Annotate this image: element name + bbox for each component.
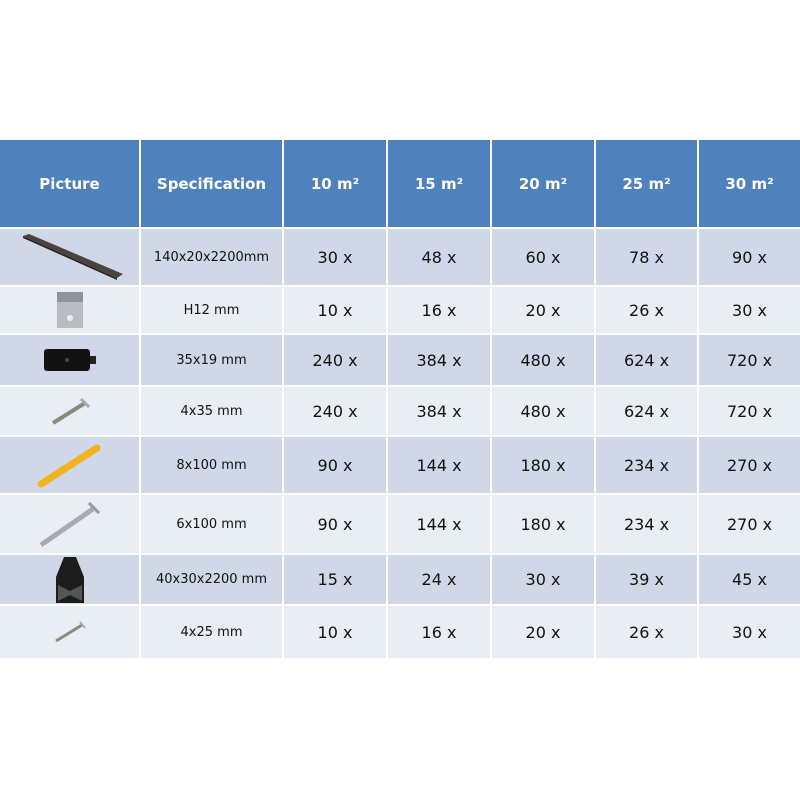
specification-cell: 140x20x2200mm (141, 229, 282, 285)
quantity-cell: 48 x (388, 229, 490, 285)
quantity-cell: 20 x (492, 606, 594, 658)
specification-cell: 35x19 mm (141, 335, 282, 385)
quantity-cell: 624 x (596, 335, 697, 385)
quantity-cell: 270 x (699, 437, 800, 493)
quantity-cell: 624 x (596, 387, 697, 435)
quantity-cell: 16 x (388, 287, 490, 333)
header-area-25: 25 m² (596, 140, 697, 227)
picture-cell (0, 335, 139, 385)
quantity-cell: 30 x (699, 606, 800, 658)
header-picture: Picture (0, 140, 139, 227)
quantity-cell: 240 x (284, 335, 386, 385)
quantity-cell: 384 x (388, 335, 490, 385)
quantity-cell: 26 x (596, 606, 697, 658)
quantity-cell: 234 x (596, 437, 697, 493)
header-area-10: 10 m² (284, 140, 386, 227)
quantity-cell: 720 x (699, 335, 800, 385)
quantity-cell: 90 x (284, 495, 386, 553)
quantity-cell: 30 x (492, 555, 594, 604)
header-area-20: 20 m² (492, 140, 594, 227)
quantity-cell: 234 x (596, 495, 697, 553)
metal-clip-icon (56, 292, 83, 328)
decking-board-icon (22, 234, 123, 280)
joist-profile-icon (55, 556, 84, 603)
picture-cell (0, 387, 139, 435)
specification-cell: 40x30x2200 mm (141, 555, 282, 604)
header-specification: Specification (141, 140, 282, 227)
picture-cell (0, 287, 139, 333)
quantity-cell: 480 x (492, 387, 594, 435)
picture-cell (0, 606, 139, 658)
quantity-cell: 60 x (492, 229, 594, 285)
quantity-cell: 270 x (699, 495, 800, 553)
picture-cell (0, 229, 139, 285)
picture-cell (0, 555, 139, 604)
picture-cell (0, 437, 139, 493)
quantity-cell: 10 x (284, 287, 386, 333)
quantity-cell: 26 x (596, 287, 697, 333)
black-clip-icon (43, 349, 96, 371)
quantity-cell: 180 x (492, 495, 594, 553)
header-area-15: 15 m² (388, 140, 490, 227)
quantity-cell: 78 x (596, 229, 697, 285)
quantity-cell: 20 x (492, 287, 594, 333)
quantity-cell: 480 x (492, 335, 594, 385)
materials-table: Picture Specification 10 m² 15 m² 20 m² … (0, 140, 800, 658)
yellow-plug-icon (37, 444, 100, 488)
quantity-cell: 240 x (284, 387, 386, 435)
quantity-cell: 45 x (699, 555, 800, 604)
header-area-30: 30 m² (699, 140, 800, 227)
long-screw-icon (39, 501, 100, 548)
specification-cell: 8x100 mm (141, 437, 282, 493)
specification-cell: H12 mm (141, 287, 282, 333)
specification-cell: 6x100 mm (141, 495, 282, 553)
quantity-cell: 39 x (596, 555, 697, 604)
quantity-cell: 15 x (284, 555, 386, 604)
quantity-cell: 384 x (388, 387, 490, 435)
specification-cell: 4x35 mm (141, 387, 282, 435)
quantity-cell: 30 x (284, 229, 386, 285)
quantity-cell: 10 x (284, 606, 386, 658)
picture-cell (0, 495, 139, 553)
quantity-cell: 30 x (699, 287, 800, 333)
quantity-cell: 180 x (492, 437, 594, 493)
specification-cell: 4x25 mm (141, 606, 282, 658)
quantity-cell: 90 x (284, 437, 386, 493)
screw-icon (51, 397, 90, 425)
quantity-cell: 24 x (388, 555, 490, 604)
quantity-cell: 90 x (699, 229, 800, 285)
quantity-cell: 144 x (388, 495, 490, 553)
quantity-cell: 720 x (699, 387, 800, 435)
quantity-cell: 16 x (388, 606, 490, 658)
small-screw-icon (54, 621, 86, 643)
quantity-cell: 144 x (388, 437, 490, 493)
